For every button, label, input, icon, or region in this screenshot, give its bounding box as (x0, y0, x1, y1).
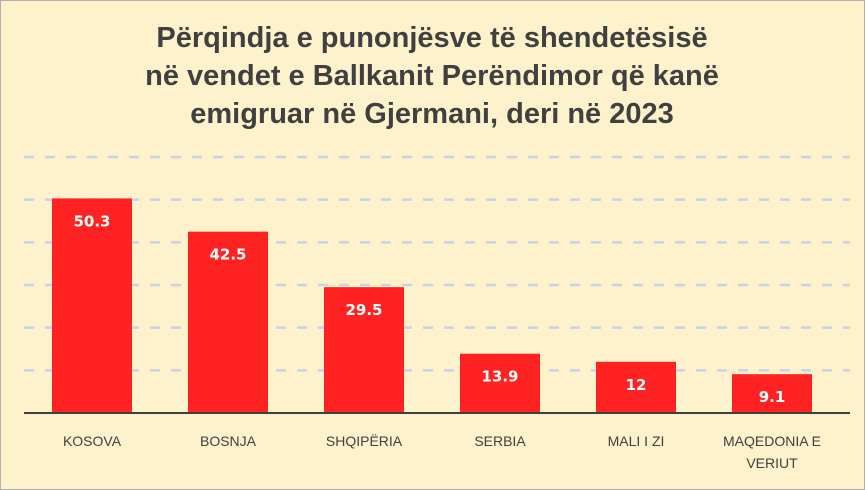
bar (324, 287, 404, 413)
data-label: 50.3 (73, 212, 110, 230)
data-label: 29.5 (345, 301, 382, 319)
bar (52, 198, 132, 413)
bars: 50.3 42.5 29.5 13.9 12 9.1 (52, 198, 812, 413)
data-label: 42.5 (209, 246, 246, 264)
title-line-3: emigruar në Gjermani, deri në 2023 (190, 98, 674, 130)
category-labels: KOSOVA BOSNJA SHQIPËRIA SERBIA MALI I ZI MAQE… (63, 433, 821, 471)
bar (460, 353, 540, 413)
category-label: BOSNJA (200, 433, 257, 449)
category-label: SHQIPËRIA (326, 433, 403, 449)
title-line-1: Përqindja e punonjësve të shendetësisë (156, 22, 707, 54)
data-label: 13.9 (481, 368, 518, 386)
category-label: MAQEDONIA E (723, 433, 821, 449)
title-line-2: në vendet e Ballkanit Perëndimor që kanë (145, 60, 719, 92)
bar (188, 231, 268, 413)
data-label: 9.1 (759, 388, 786, 406)
bar (732, 374, 812, 413)
category-label: KOSOVA (63, 433, 122, 449)
data-label: 12 (626, 376, 647, 394)
category-label: MALI I ZI (608, 433, 665, 449)
bar (596, 361, 676, 413)
category-label: VERIUT (746, 455, 798, 471)
chart-title: Përqindja e punonjësve të shendetësisë n… (145, 22, 719, 130)
category-label: SERBIA (474, 433, 526, 449)
